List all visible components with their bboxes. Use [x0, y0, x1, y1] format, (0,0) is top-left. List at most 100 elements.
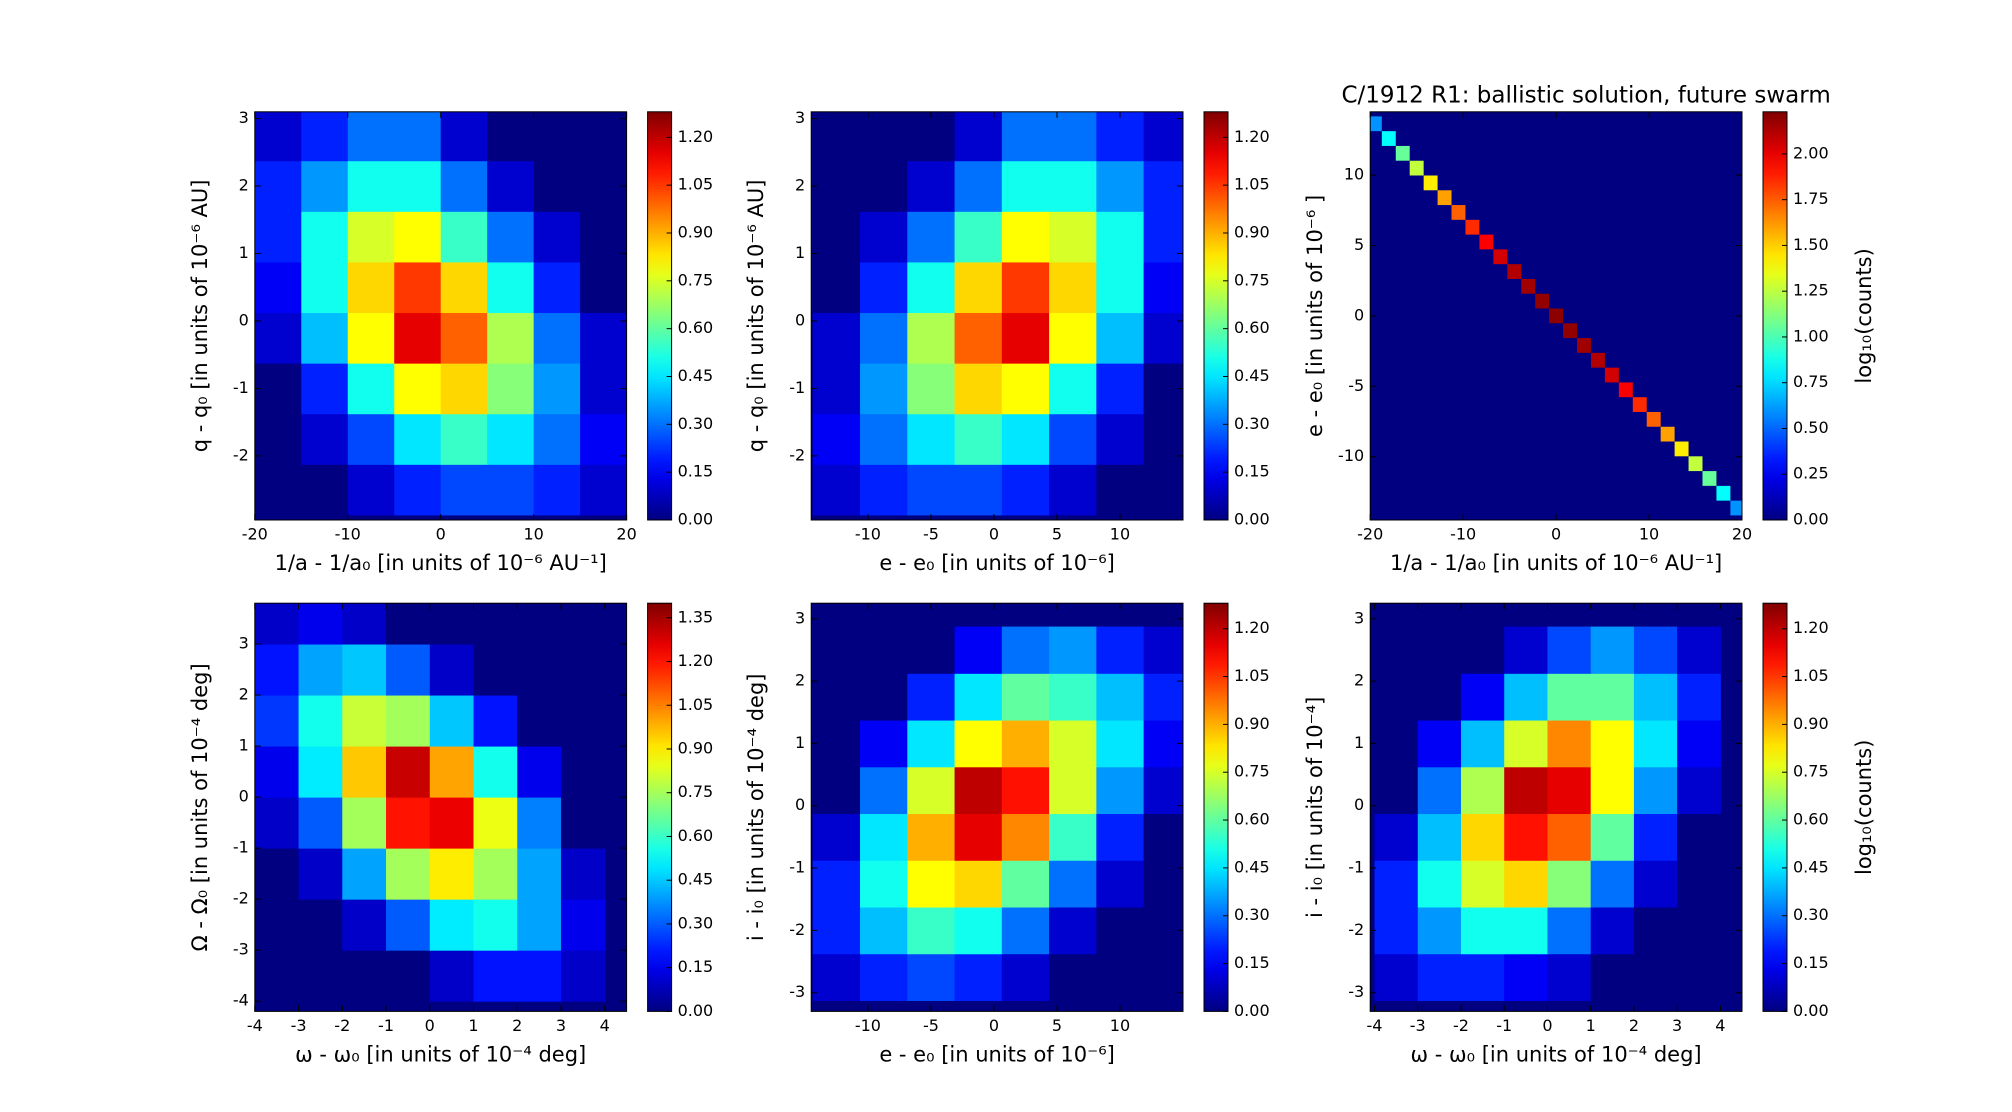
x-tick-label: -5	[923, 1016, 939, 1035]
hex-cell	[254, 160, 302, 212]
hex-cell	[1504, 860, 1548, 908]
hex-cell	[1688, 456, 1703, 472]
hex-cell	[487, 160, 535, 212]
hex-cell	[342, 695, 387, 747]
hex-cell	[907, 312, 956, 364]
hex-cell	[560, 797, 606, 849]
hex-cell	[301, 111, 349, 162]
hex-cell	[1049, 312, 1097, 364]
y-axis-label: q - q₀ [in units of 10⁻⁶ AU]	[744, 180, 768, 453]
hex-cell	[907, 261, 956, 314]
colorbar-tick-label: 0.00	[1234, 510, 1270, 529]
hex-cell	[473, 950, 518, 1002]
colorbar-tick-label: 0.30	[678, 414, 714, 433]
hex-cell	[394, 363, 442, 415]
hex-cell	[301, 261, 349, 314]
hex-cell	[1547, 673, 1592, 721]
hex-cell	[560, 603, 606, 645]
hex-cell	[907, 953, 956, 1001]
hex-cell	[473, 848, 518, 900]
hex-cell	[1437, 190, 1452, 206]
hex-cell	[386, 695, 431, 747]
y-tick-label: 2	[239, 176, 249, 195]
y-tick-label: -2	[789, 920, 805, 939]
hex-cell	[1049, 464, 1097, 516]
hex-cell	[1547, 953, 1592, 1001]
hex-cell	[429, 950, 475, 1002]
y-tick-label: -2	[789, 445, 805, 464]
hex-cell	[254, 603, 300, 645]
colorbar-tick-label: 0.15	[1234, 953, 1270, 972]
hex-cell	[254, 111, 302, 162]
hex-cell	[560, 848, 606, 900]
hex-cell	[429, 695, 475, 747]
hex-cell	[254, 312, 302, 364]
x-axis-label: ω - ω₀ [in units of 10⁻⁴ deg]	[1411, 1042, 1702, 1066]
hex-cell	[517, 950, 562, 1002]
x-tick-label: -1	[378, 1016, 394, 1035]
colorbar-tick-label: 0.90	[678, 222, 714, 241]
y-tick-label: -3	[233, 940, 249, 959]
colorbar-tick-label: 1.50	[1793, 235, 1829, 254]
chart-title: C/1912 R1: ballistic solution, future sw…	[1341, 82, 1830, 108]
axes-frame	[254, 602, 628, 1012]
y-axis-label: e - e₀ [in units of 10⁻⁶ ]	[1303, 195, 1327, 437]
hex-cell	[440, 211, 488, 263]
colorbar-tick-label: 0.30	[678, 913, 714, 932]
y-tick-label: -1	[1348, 858, 1364, 877]
hex-cell	[440, 413, 488, 465]
x-axis-label: 1/a - 1/a₀ [in units of 10⁻⁶ AU⁻¹]	[275, 551, 607, 575]
x-tick-label: -10	[1450, 525, 1476, 544]
hex-cell	[1049, 363, 1097, 415]
hex-cell	[298, 746, 343, 798]
hex-cell	[301, 312, 349, 364]
hex-cell	[812, 813, 861, 861]
y-tick-label: 1	[795, 243, 805, 262]
hex-cell	[517, 603, 562, 645]
hex-cell	[1716, 485, 1731, 501]
hex-cell	[954, 211, 1003, 263]
colorbar-tick-label: 0.15	[1234, 462, 1270, 481]
hex-cell	[1633, 720, 1678, 768]
hex-cell	[517, 848, 562, 900]
y-tick-label: 0	[1354, 305, 1364, 324]
y-tick-label: 2	[795, 176, 805, 195]
axes-frame	[810, 111, 1184, 521]
hex-cell	[1143, 160, 1183, 212]
y-tick-label: -2	[233, 445, 249, 464]
hex-cell	[1504, 673, 1548, 721]
y-tick-label: -2	[233, 889, 249, 908]
colorbar-tick-label: 0.75	[1793, 762, 1829, 781]
hex-cell	[1504, 813, 1548, 861]
x-tick-label: 0	[436, 525, 446, 544]
colorbar-tick-label: 0.45	[1234, 857, 1270, 876]
hex-cell	[1143, 261, 1183, 314]
hex-cell	[907, 626, 956, 674]
y-tick-label: 1	[239, 736, 249, 755]
x-tick-label: -2	[334, 1016, 350, 1035]
hex-cell	[342, 848, 387, 900]
hex-cell	[1001, 261, 1050, 314]
colorbar-tick-label: 1.05	[678, 695, 714, 714]
axes-frame	[810, 602, 1184, 1012]
x-tick-label: 0	[1542, 1016, 1552, 1035]
hex-cell	[1096, 766, 1145, 815]
hex-cell	[1143, 907, 1183, 955]
hex-cell	[1049, 953, 1097, 1001]
hex-cell	[1001, 312, 1050, 364]
hex-cell	[301, 464, 349, 516]
hex-cell	[812, 766, 861, 815]
hex-cell	[1096, 312, 1145, 364]
hex-cell	[1677, 907, 1721, 955]
hex-cell	[812, 261, 861, 314]
hex-cell	[1479, 234, 1494, 250]
y-tick-label: 0	[239, 787, 249, 806]
hex-cell	[1590, 907, 1635, 955]
hex-cell	[860, 720, 908, 768]
x-tick-label: -2	[1453, 1016, 1469, 1035]
hex-cell	[301, 413, 349, 465]
hex-cell	[907, 907, 956, 955]
hex-cell	[1049, 160, 1097, 212]
hex-cell	[954, 363, 1003, 415]
hex-cell	[533, 413, 581, 465]
